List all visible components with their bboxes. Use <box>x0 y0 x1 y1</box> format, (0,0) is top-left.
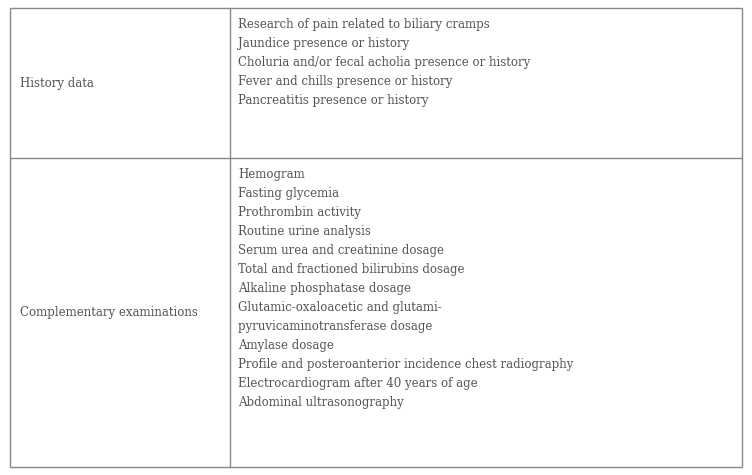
Text: Fever and chills presence or history: Fever and chills presence or history <box>238 75 453 88</box>
Text: Profile and posteroanterior incidence chest radiography: Profile and posteroanterior incidence ch… <box>238 358 573 371</box>
Text: Electrocardiogram after 40 years of age: Electrocardiogram after 40 years of age <box>238 377 478 390</box>
Text: Alkaline phosphatase dosage: Alkaline phosphatase dosage <box>238 282 411 295</box>
Text: Fasting glycemia: Fasting glycemia <box>238 187 339 200</box>
Text: Jaundice presence or history: Jaundice presence or history <box>238 37 409 50</box>
Text: Complementary examinations: Complementary examinations <box>20 306 198 319</box>
Text: pyruvicaminotransferase dosage: pyruvicaminotransferase dosage <box>238 320 432 333</box>
Text: Hemogram: Hemogram <box>238 168 305 181</box>
Text: Prothrombin activity: Prothrombin activity <box>238 206 361 219</box>
Text: Choluria and/or fecal acholia presence or history: Choluria and/or fecal acholia presence o… <box>238 56 530 69</box>
Text: Glutamic-oxaloacetic and glutami-: Glutamic-oxaloacetic and glutami- <box>238 301 441 314</box>
Text: Amylase dosage: Amylase dosage <box>238 339 334 352</box>
Text: Total and fractioned bilirubins dosage: Total and fractioned bilirubins dosage <box>238 263 465 276</box>
Text: Research of pain related to biliary cramps: Research of pain related to biliary cram… <box>238 18 490 31</box>
Text: Abdominal ultrasonography: Abdominal ultrasonography <box>238 396 404 409</box>
Text: Routine urine analysis: Routine urine analysis <box>238 225 371 238</box>
Text: Serum urea and creatinine dosage: Serum urea and creatinine dosage <box>238 244 444 257</box>
Text: History data: History data <box>20 76 94 89</box>
Text: Pancreatitis presence or history: Pancreatitis presence or history <box>238 94 429 107</box>
